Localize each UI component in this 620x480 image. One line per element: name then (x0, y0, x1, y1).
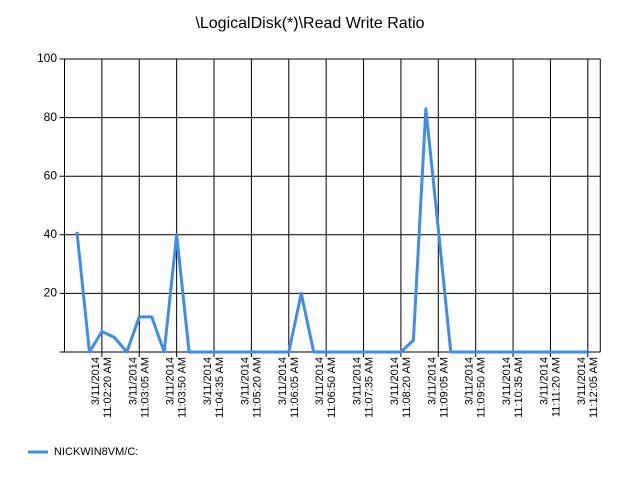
x-tick-label: 3/11/2014 11:04:35 AM (202, 357, 227, 418)
x-tick-label: 3/11/2014 11:07:35 AM (351, 357, 376, 418)
y-tick-label: 20 (44, 286, 58, 300)
y-tick-label: 80 (44, 110, 58, 124)
y-tick-label: 60 (44, 168, 58, 182)
x-tick-label: 3/11/2014 11:12:05 AM (575, 357, 600, 418)
x-tick-label: 3/11/2014 11:11:20 AM (538, 357, 563, 418)
chart-title: \LogicalDisk(*)\Read Write Ratio (195, 15, 424, 32)
x-tick-label: 3/11/2014 11:09:50 AM (463, 357, 488, 418)
x-tick-label: 3/11/2014 11:09:05 AM (426, 357, 451, 418)
y-tick-label: 40 (44, 227, 58, 241)
x-tick-label: 3/11/2014 11:02:20 AM (89, 357, 114, 418)
x-tick-label: 3/11/2014 11:05:20 AM (239, 357, 264, 418)
x-tick-label: 3/11/2014 11:03:50 AM (164, 357, 189, 418)
x-tick-label: 3/11/2014 11:08:20 AM (388, 357, 413, 418)
x-tick-label: 3/11/2014 11:10:35 AM (501, 357, 526, 418)
y-tick-label: 100 (37, 51, 57, 65)
x-tick-label: 3/11/2014 11:06:50 AM (314, 357, 339, 418)
x-tick-label: 3/11/2014 11:06:05 AM (276, 357, 301, 418)
x-tick-label: 3/11/2014 11:03:05 AM (127, 357, 152, 418)
series-line (75, 107, 588, 354)
legend-label: NICKWIN8VM/C: (54, 446, 138, 458)
